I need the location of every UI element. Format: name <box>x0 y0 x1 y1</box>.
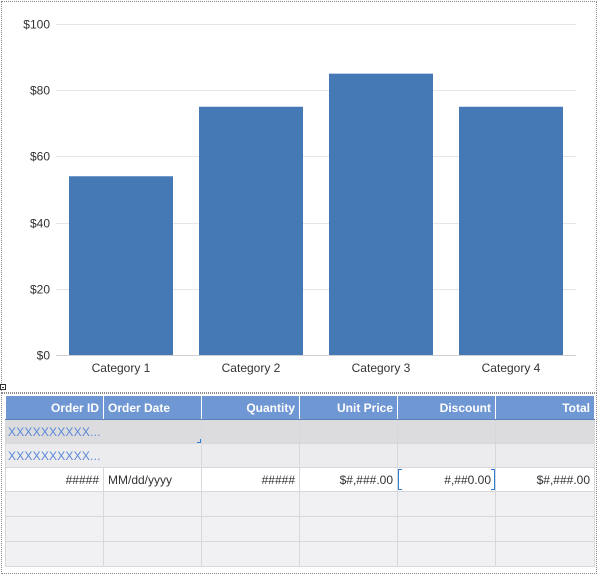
table-cell[interactable] <box>299 419 398 444</box>
header-discount[interactable]: Discount <box>397 395 496 420</box>
table-cell[interactable] <box>5 516 104 542</box>
table-cell[interactable] <box>201 541 300 567</box>
bar-chart: $0 $20 $40 $60 $80 $100 Category 1 Category 2 Ca… <box>23 18 576 375</box>
table-cell[interactable] <box>397 491 496 517</box>
table-cell[interactable] <box>5 491 104 517</box>
header-order-date[interactable]: Order Date <box>103 395 202 420</box>
y-tick-label: $80 <box>30 84 50 98</box>
detail-discount[interactable]: #,##0.00 <box>397 467 496 492</box>
detail-total[interactable]: $#,###.00 <box>495 467 595 492</box>
table-cell[interactable] <box>495 491 595 517</box>
x-tick-label: Category 2 <box>222 361 281 375</box>
bar[interactable] <box>329 73 433 356</box>
group-placeholder-text: XXXXXXXXXX... <box>8 424 101 439</box>
table-cell[interactable] <box>495 443 595 468</box>
table-header-row: Order ID Order Date Quantity Unit Price … <box>5 395 595 420</box>
detail-order-id[interactable]: ##### <box>5 467 104 492</box>
y-tick-label: $20 <box>30 283 50 297</box>
detail-unit-price[interactable]: $#,###.00 <box>299 467 398 492</box>
header-order-id[interactable]: Order ID <box>5 395 104 420</box>
table-cell[interactable] <box>299 516 398 542</box>
table-cell[interactable] <box>495 516 595 542</box>
group-field-1[interactable]: XXXXXXXXXX... <box>5 419 202 444</box>
group-header-row-2: XXXXXXXXXX... <box>5 443 595 468</box>
table-cell[interactable] <box>495 541 595 567</box>
table-cell[interactable] <box>5 541 104 567</box>
footer-row <box>5 516 595 542</box>
x-tick-label: Category 1 <box>92 361 151 375</box>
x-tick-label: Category 4 <box>482 361 541 375</box>
table-cell[interactable] <box>201 419 300 444</box>
footer-row <box>5 491 595 517</box>
table-cell[interactable] <box>299 491 398 517</box>
y-tick-label: $60 <box>30 150 50 164</box>
table-cell[interactable] <box>201 443 300 468</box>
table-cell[interactable] <box>397 443 496 468</box>
x-tick-label: Category 3 <box>352 361 411 375</box>
group-field-2[interactable]: XXXXXXXXXX... <box>5 443 202 468</box>
table-cell[interactable] <box>103 541 202 567</box>
group-placeholder-text: XXXXXXXXXX... <box>8 448 101 463</box>
detail-quantity[interactable]: ##### <box>201 467 300 492</box>
resize-handle-icon[interactable] <box>0 384 6 390</box>
table-cell[interactable] <box>495 419 595 444</box>
bar[interactable] <box>459 106 563 355</box>
detail-row: ##### MM/dd/yyyy ##### $#,###.00 #,##0.0… <box>5 467 595 492</box>
bar[interactable] <box>199 106 303 355</box>
table-cell[interactable] <box>201 491 300 517</box>
report-table: Order ID Order Date Quantity Unit Price … <box>5 395 595 567</box>
report-table-container[interactable]: Order ID Order Date Quantity Unit Price … <box>1 393 597 574</box>
table-cell[interactable] <box>103 516 202 542</box>
table-cell[interactable] <box>299 541 398 567</box>
table-cell[interactable] <box>397 541 496 567</box>
bar[interactable] <box>69 176 173 355</box>
header-quantity[interactable]: Quantity <box>201 395 300 420</box>
table-cell[interactable] <box>397 419 496 444</box>
table-cell[interactable] <box>103 491 202 517</box>
table-cell[interactable] <box>299 443 398 468</box>
table-cell[interactable] <box>397 516 496 542</box>
footer-row <box>5 541 595 567</box>
detail-order-date[interactable]: MM/dd/yyyy <box>103 467 202 492</box>
header-unit-price[interactable]: Unit Price <box>299 395 398 420</box>
header-total[interactable]: Total <box>495 395 595 420</box>
y-tick-label: $100 <box>23 18 50 32</box>
table-cell[interactable] <box>201 516 300 542</box>
y-tick-label: $0 <box>37 349 51 363</box>
group-header-row-1: XXXXXXXXXX... <box>5 419 595 444</box>
y-tick-label: $40 <box>30 217 50 231</box>
chart-container[interactable]: $0 $20 $40 $60 $80 $100 Category 1 Category 2 Ca… <box>1 1 597 393</box>
